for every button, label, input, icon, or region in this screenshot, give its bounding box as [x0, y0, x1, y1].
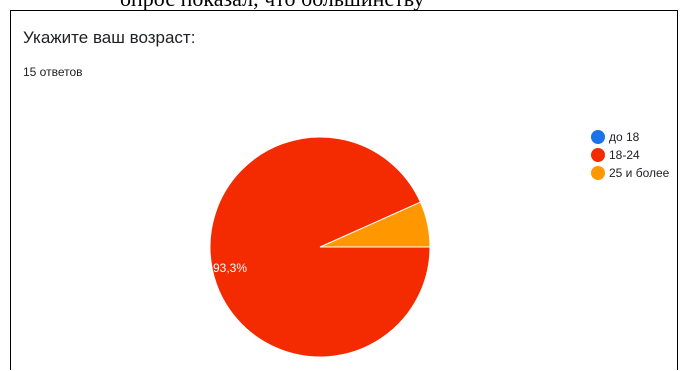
question-title: Укажите ваш возраст:: [23, 28, 196, 47]
legend-label: 25 и более: [609, 166, 670, 180]
responses-count: 15 ответов: [23, 65, 83, 79]
legend-label: до 18: [609, 130, 640, 144]
document-text-strip: опрос показал, что большинству: [0, 0, 685, 10]
pie-data-label: 93,3%: [213, 261, 247, 275]
legend-color-dot: [591, 148, 605, 162]
legend-color-dot: [591, 130, 605, 144]
question-summary-card: Укажите ваш возраст: 15 ответов 93,3% до…: [10, 10, 678, 370]
pie-chart: 93,3%: [209, 136, 431, 358]
legend-item-18-24[interactable]: 18-24: [591, 146, 669, 164]
legend-item-25-plus[interactable]: 25 и более: [591, 164, 669, 182]
chart-legend: до 18 18-24 25 и более: [591, 128, 669, 182]
legend-color-dot: [591, 166, 605, 180]
pie-slice-18-24[interactable]: [209, 136, 431, 358]
document-text: опрос показал, что большинству: [120, 0, 424, 10]
legend-item-under-18[interactable]: до 18: [591, 128, 669, 146]
legend-label: 18-24: [609, 148, 640, 162]
